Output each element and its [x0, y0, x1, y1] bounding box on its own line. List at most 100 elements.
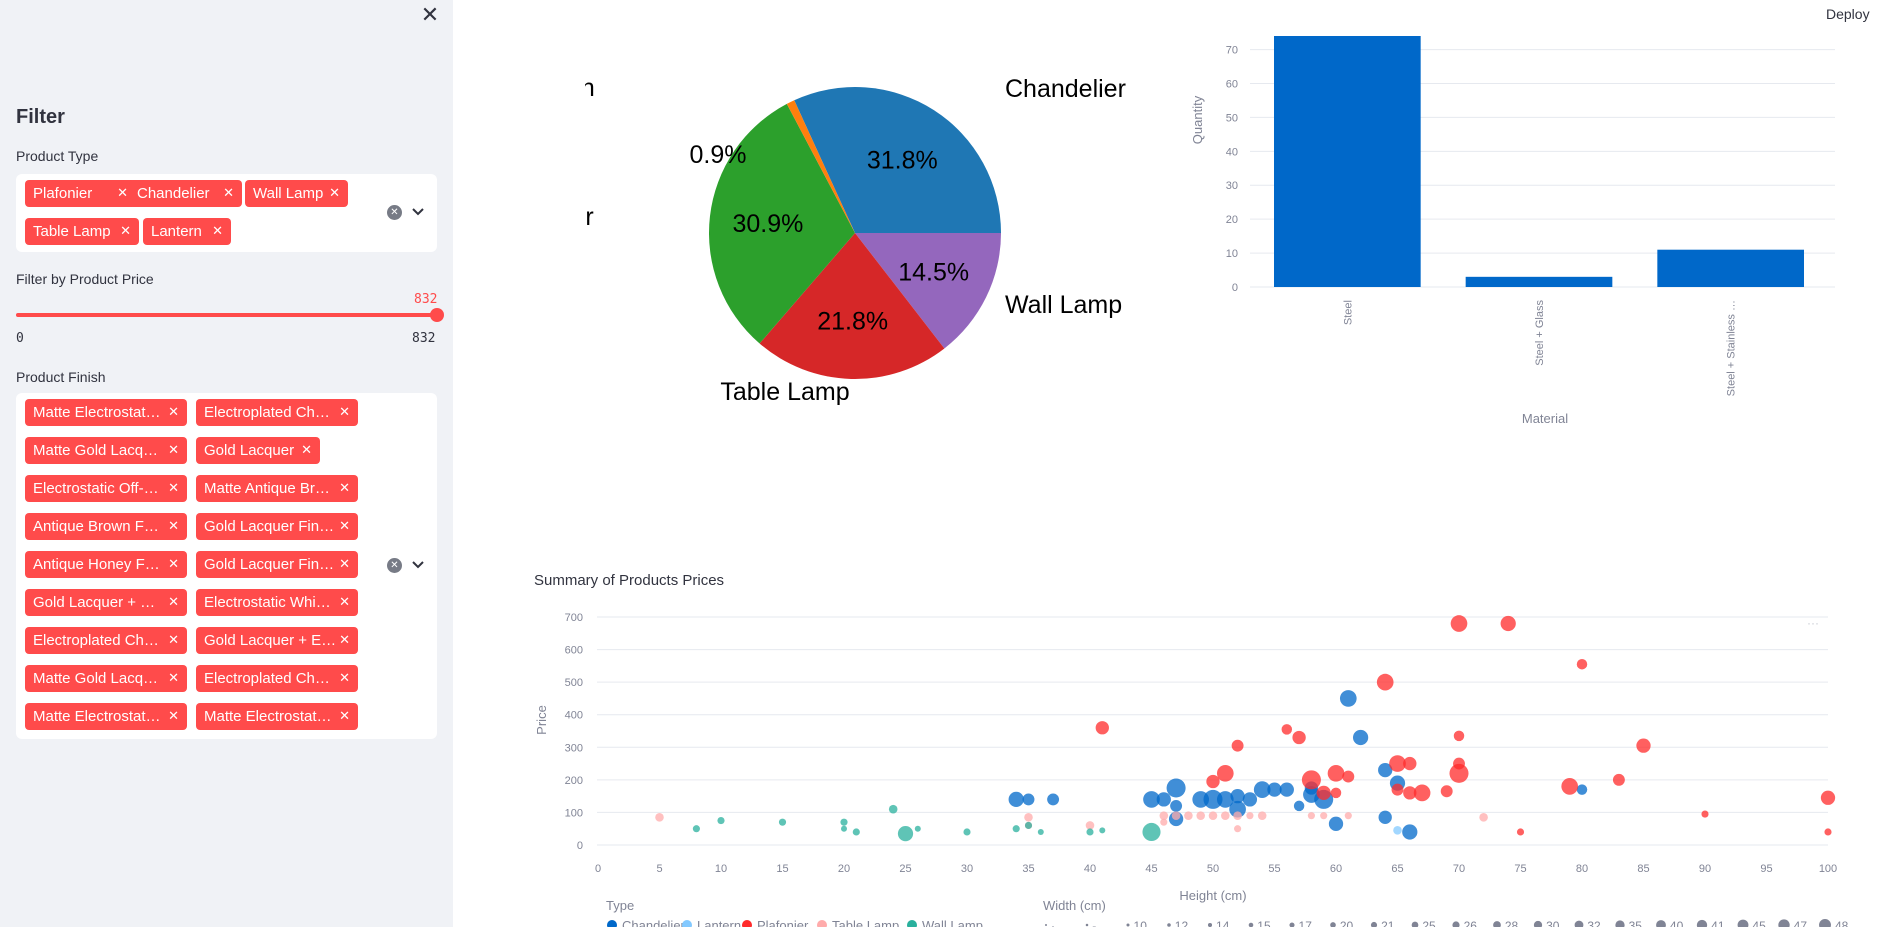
remove-tag-icon[interactable]: ✕	[168, 519, 179, 534]
product-finish-tag-label: Electrostatic Off-…	[33, 480, 159, 497]
scatter-point	[1824, 828, 1832, 836]
scatter-xaxis-label: Height (cm)	[1179, 888, 1246, 903]
remove-tag-icon[interactable]: ✕	[168, 481, 179, 496]
scatter-point	[1320, 812, 1328, 820]
scatter-yaxis-label: Price	[534, 705, 549, 735]
remove-tag-icon[interactable]: ✕	[168, 671, 179, 686]
legend-size-label: 10	[1134, 919, 1148, 927]
scatter-point	[655, 813, 664, 822]
chevron-down-icon[interactable]	[411, 205, 425, 219]
product-finish-tag-label: Gold Lacquer Fin…	[204, 556, 335, 573]
remove-tag-icon[interactable]: ✕	[168, 595, 179, 610]
legend-size-swatch	[1737, 919, 1749, 927]
scatter-point	[1393, 826, 1402, 835]
scatter-point	[1327, 765, 1345, 782]
remove-tag-icon[interactable]: ✕	[339, 633, 350, 648]
scatter-xtick-label: 75	[1514, 863, 1526, 875]
scatter-xtick-label: 45	[1145, 863, 1157, 875]
remove-tag-icon[interactable]: ✕	[339, 519, 350, 534]
clear-product-finish-icon[interactable]: ✕	[387, 558, 402, 573]
scatter-ytick-label: 300	[565, 742, 583, 754]
scatter-point	[1561, 778, 1579, 795]
remove-tag-icon[interactable]: ✕	[339, 671, 350, 686]
bar-xtick-label: Steel + Stainless …	[1726, 300, 1738, 396]
scatter-point	[1352, 729, 1369, 746]
close-sidebar-icon[interactable]: ✕	[420, 3, 440, 28]
remove-tag-icon[interactable]: ✕	[168, 709, 179, 724]
legend-size-swatch	[1126, 923, 1130, 927]
remove-tag-icon[interactable]: ✕	[329, 186, 340, 201]
scatter-point	[1230, 789, 1245, 804]
scatter-point	[1403, 786, 1417, 800]
deploy-button[interactable]: Deploy	[1826, 6, 1870, 22]
scatter-point	[1156, 792, 1171, 807]
legend-size-label: 40	[1670, 919, 1684, 927]
legend-type-title: Type	[606, 898, 634, 913]
remove-tag-icon[interactable]: ✕	[339, 709, 350, 724]
scatter-point	[1037, 828, 1044, 835]
scatter-xtick-label: 100	[1819, 863, 1837, 875]
product-type-tag: Wall Lamp ✕	[245, 180, 348, 207]
remove-tag-icon[interactable]: ✕	[117, 186, 128, 201]
remove-tag-icon[interactable]: ✕	[339, 405, 350, 420]
scatter-xtick-label: 70	[1453, 863, 1465, 875]
remove-tag-icon[interactable]: ✕	[223, 186, 234, 201]
legend-size-label: 20	[1340, 919, 1354, 927]
remove-tag-icon[interactable]: ✕	[339, 557, 350, 572]
scatter-point	[1449, 763, 1469, 783]
clear-product-type-icon[interactable]: ✕	[387, 205, 402, 220]
scatter-point	[1453, 730, 1465, 742]
scatter-point	[1344, 812, 1352, 820]
remove-tag-icon[interactable]: ✕	[120, 224, 131, 239]
product-type-multiselect[interactable]: Plafonier ✕ Chandelier ✕ Wall Lamp ✕ Table Lam…	[16, 174, 437, 252]
remove-tag-icon[interactable]: ✕	[301, 443, 312, 458]
scatter-xtick-label: 35	[1022, 863, 1034, 875]
scatter-point	[1203, 789, 1223, 809]
bar-ytick-label: 30	[1226, 180, 1238, 192]
remove-tag-icon[interactable]: ✕	[339, 595, 350, 610]
price-slider-min: 0	[16, 331, 24, 346]
legend-size-label: 45	[1752, 919, 1766, 927]
product-finish-tag: Electrostatic Whi… ✕	[196, 589, 358, 616]
legend-size-swatch	[1778, 919, 1790, 927]
scatter-point	[1402, 824, 1418, 840]
legend-size-swatch	[1819, 919, 1831, 927]
scatter-point	[1576, 658, 1588, 670]
price-slider-track[interactable]	[16, 313, 437, 317]
remove-tag-icon[interactable]: ✕	[168, 633, 179, 648]
scatter-ytick-label: 700	[565, 612, 583, 624]
product-type-label: Product Type	[16, 148, 99, 164]
scatter-point	[1143, 791, 1160, 808]
scatter-point	[1403, 756, 1417, 771]
scatter-point	[1196, 811, 1205, 820]
legend-size-label: -	[1092, 919, 1096, 927]
legend-size-label: 35	[1629, 919, 1643, 927]
product-finish-tag-label: Gold Lacquer Fin…	[204, 518, 335, 535]
product-finish-tag: Electroplated Ch… ✕	[25, 627, 187, 654]
legend-type-label: Table Lamp	[832, 918, 899, 927]
scatter-xtick-label: 90	[1699, 863, 1711, 875]
remove-tag-icon[interactable]: ✕	[168, 443, 179, 458]
scatter-xtick-label: 5	[656, 863, 662, 875]
scatter-point	[1636, 738, 1651, 753]
scatter-point	[1612, 773, 1625, 786]
price-slider-thumb[interactable]	[430, 308, 444, 322]
legend-size-swatch	[1533, 920, 1543, 927]
remove-tag-icon[interactable]: ✕	[212, 224, 223, 239]
legend-size-label: 48	[1835, 919, 1849, 927]
chevron-down-icon[interactable]	[411, 558, 425, 572]
scatter-point	[1328, 816, 1344, 831]
scatter-xtick-label: 65	[1391, 863, 1403, 875]
remove-tag-icon[interactable]: ✕	[168, 405, 179, 420]
scatter-point	[1216, 765, 1234, 782]
legend-size-swatch	[1085, 923, 1089, 927]
remove-tag-icon[interactable]: ✕	[339, 481, 350, 496]
remove-tag-icon[interactable]: ✕	[168, 557, 179, 572]
product-finish-multiselect[interactable]: Matte Electrostat… ✕ Electroplated Ch… ✕ Mat…	[16, 393, 437, 739]
pie-category-label: Plafonier	[585, 203, 594, 231]
product-finish-tag-label: Electroplated Ch…	[204, 670, 330, 687]
scatter-xtick-label: 40	[1084, 863, 1096, 875]
legend-size-label: 12	[1175, 919, 1189, 927]
scatter-point	[1330, 787, 1342, 799]
scatter-point	[1253, 781, 1271, 798]
